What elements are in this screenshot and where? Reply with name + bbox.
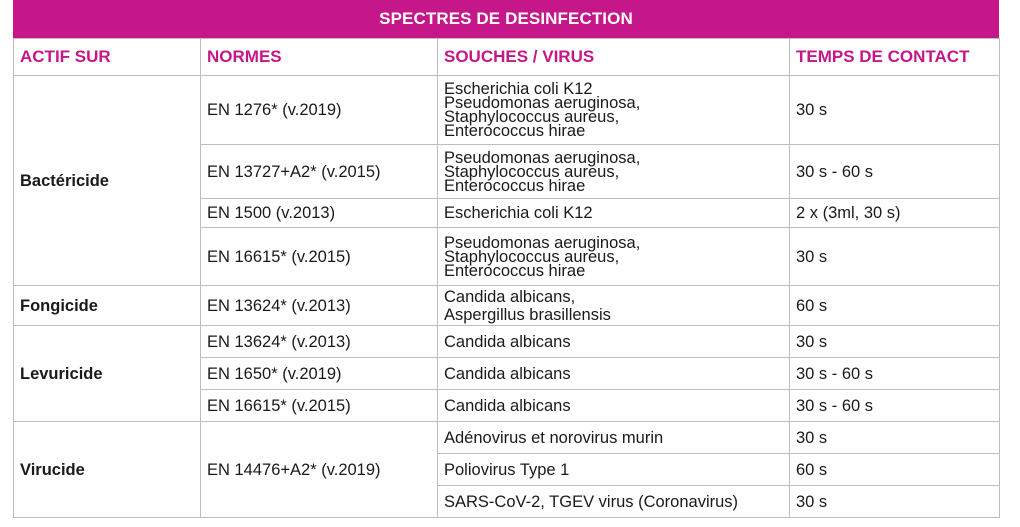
temps-cell: 30 s: [789, 75, 1000, 145]
table-row: SARS-CoV-2, TGEV virus (Coronavirus) 30 …: [14, 485, 1000, 518]
table-row: EN 16615* (v.2015) Candida albicans 30 s…: [14, 389, 1000, 422]
table-row: EN 16615* (v.2015) Pseudomonas aeruginos…: [14, 227, 1000, 286]
souches-cell: Pseudomonas aeruginosa, Staphylococcus a…: [437, 144, 790, 199]
souches-cell: Escherichia coli K12: [437, 198, 790, 228]
souches-cell: Adénovirus et norovirus murin: [437, 421, 790, 454]
disinfection-spectrum-table: SPECTRES DE DESINFECTION ACTIF SUR NORME…: [13, 0, 1000, 518]
souches-cell: Pseudomonas aeruginosa, Staphylococcus a…: [437, 227, 790, 286]
table-row: Poliovirus Type 1 60 s: [14, 453, 1000, 486]
souches-cell: Escherichia coli K12 Pseudomonas aerugin…: [437, 75, 790, 145]
header-row: ACTIF SUR NORMES SOUCHES / VIRUS TEMPS D…: [13, 38, 1000, 76]
souches-cell: Poliovirus Type 1: [437, 453, 790, 486]
temps-cell: 30 s: [789, 485, 1000, 518]
category-bactericide: Bactéricide: [13, 75, 201, 286]
norme-cell: EN 1650* (v.2019): [200, 357, 438, 390]
table-row: EN 13727+A2* (v.2015) Pseudomonas aerugi…: [14, 144, 1000, 199]
norme-cell: EN 13624* (v.2013): [200, 285, 438, 326]
temps-cell: 30 s - 60 s: [789, 357, 1000, 390]
temps-cell: 30 s: [789, 325, 1000, 358]
category-fongicide: Fongicide: [13, 285, 201, 326]
category-levuricide: Levuricide: [13, 325, 201, 422]
category-virucide: Virucide: [13, 421, 201, 518]
table-row: Levuricide EN 13624* (v.2013) Candida al…: [13, 325, 1000, 422]
souches-cell: Candida albicans: [437, 389, 790, 422]
souches-cell: Candida albicans: [437, 325, 790, 358]
table-row: Virucide EN 14476+A2* (v.2019) Adénoviru…: [13, 421, 1000, 518]
norme-cell: EN 14476+A2* (v.2019): [200, 421, 438, 518]
spectrum-table: ACTIF SUR NORMES SOUCHES / VIRUS TEMPS D…: [13, 38, 1000, 518]
table-row: EN 1500 (v.2013) Escherichia coli K12 2 …: [14, 198, 1000, 228]
temps-cell: 30 s: [789, 227, 1000, 286]
norme-cell: EN 1276* (v.2019): [200, 75, 438, 145]
norme-cell: EN 16615* (v.2015): [200, 227, 438, 286]
temps-cell: 2 x (3ml, 30 s): [789, 198, 1000, 228]
temps-cell: 30 s: [789, 421, 1000, 454]
norme-cell: EN 13624* (v.2013): [200, 325, 438, 358]
souches-cell: Candida albicans: [437, 357, 790, 390]
norme-cell: EN 16615* (v.2015): [200, 389, 438, 422]
temps-cell: 60 s: [789, 453, 1000, 486]
norme-cell: EN 13727+A2* (v.2015): [200, 144, 438, 199]
header-souches: SOUCHES / VIRUS: [437, 38, 790, 76]
header-actif-sur: ACTIF SUR: [13, 38, 201, 76]
header-normes: NORMES: [200, 38, 438, 76]
table-row: Bactéricide EN 1276* (v.2019) Escherichi…: [13, 75, 1000, 286]
table-row: EN 1650* (v.2019) Candida albicans 30 s …: [14, 357, 1000, 390]
table-title: SPECTRES DE DESINFECTION: [13, 0, 999, 38]
temps-cell: 60 s: [789, 285, 1000, 326]
souches-cell: SARS-CoV-2, TGEV virus (Coronavirus): [437, 485, 790, 518]
norme-cell: EN 1500 (v.2013): [200, 198, 438, 228]
table-row: Fongicide EN 13624* (v.2013) Candida alb…: [13, 285, 1000, 326]
souches-cell: Candida albicans, Aspergillus brasillens…: [437, 285, 790, 326]
header-temps: TEMPS DE CONTACT: [789, 38, 1000, 76]
temps-cell: 30 s - 60 s: [789, 389, 1000, 422]
temps-cell: 30 s - 60 s: [789, 144, 1000, 199]
